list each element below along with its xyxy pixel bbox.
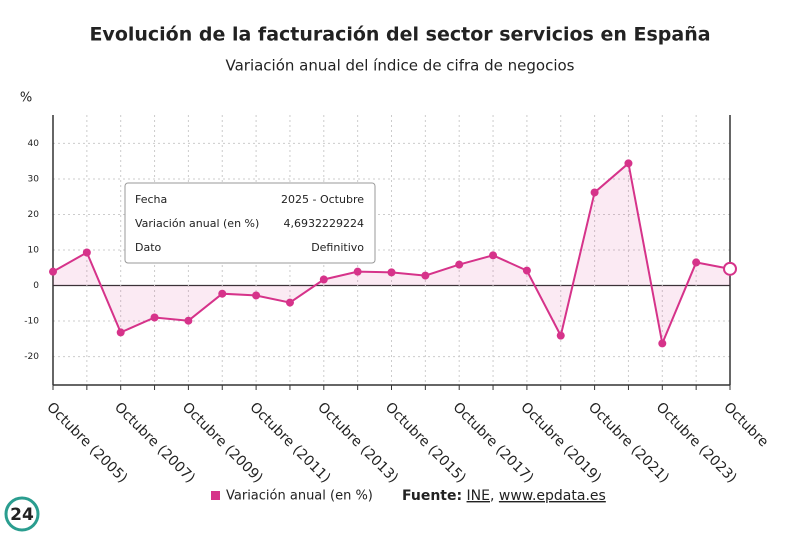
y-tick-label: 0	[33, 281, 39, 291]
point	[489, 251, 498, 260]
y-tick-label: -10	[24, 317, 39, 327]
tooltip-value: 4,6932229224	[284, 217, 364, 230]
point	[692, 258, 701, 267]
tooltip-box	[124, 182, 376, 264]
source-label: Fuente:	[402, 488, 462, 504]
point	[522, 266, 531, 275]
tooltip-value: 2025 - Octubre	[281, 193, 364, 206]
point	[252, 291, 261, 300]
tooltip-value: Definitivo	[311, 241, 364, 254]
x-tick-label: Octubre	[720, 399, 771, 450]
point	[218, 289, 227, 298]
point	[387, 268, 396, 277]
tooltip-key: Dato	[135, 241, 162, 254]
tooltip: Fecha 2025 - Octubre Variación anual (en %…	[124, 182, 376, 264]
point	[285, 298, 294, 307]
point	[658, 339, 667, 348]
logo: 24	[10, 505, 34, 525]
point	[49, 267, 57, 276]
y-tick-label: 30	[28, 174, 40, 184]
area	[53, 163, 730, 344]
point	[590, 188, 599, 197]
legend-label: Variación anual (en %)	[226, 489, 373, 504]
point	[150, 313, 159, 322]
legend-swatch	[211, 491, 220, 500]
source-link[interactable]: www.epdata.es	[499, 488, 606, 504]
tooltip-key: Fecha	[135, 193, 167, 206]
point	[82, 248, 91, 257]
point	[319, 275, 328, 284]
point	[556, 331, 565, 340]
y-axis-label: %	[20, 91, 32, 106]
source: Fuente: INE, www.epdata.es	[402, 488, 606, 504]
y-tick-label: 10	[28, 246, 40, 256]
tooltip-key: Variación anual (en %)	[135, 217, 259, 230]
logo-ring	[4, 496, 40, 532]
y-tick-label: 40	[28, 139, 40, 149]
point	[455, 260, 464, 269]
chart-subtitle: Variación anual del índice de cifra de n…	[225, 57, 574, 75]
y-tick-label: -20	[24, 352, 39, 362]
point	[624, 159, 633, 168]
y-tick-label: 20	[28, 210, 40, 220]
point	[723, 261, 737, 276]
point	[421, 271, 430, 280]
chart-title: Evolución de la facturación del sector s…	[89, 24, 710, 46]
point	[116, 328, 125, 337]
point	[184, 316, 193, 325]
source-link[interactable]: INE	[467, 488, 490, 504]
point	[353, 267, 362, 276]
